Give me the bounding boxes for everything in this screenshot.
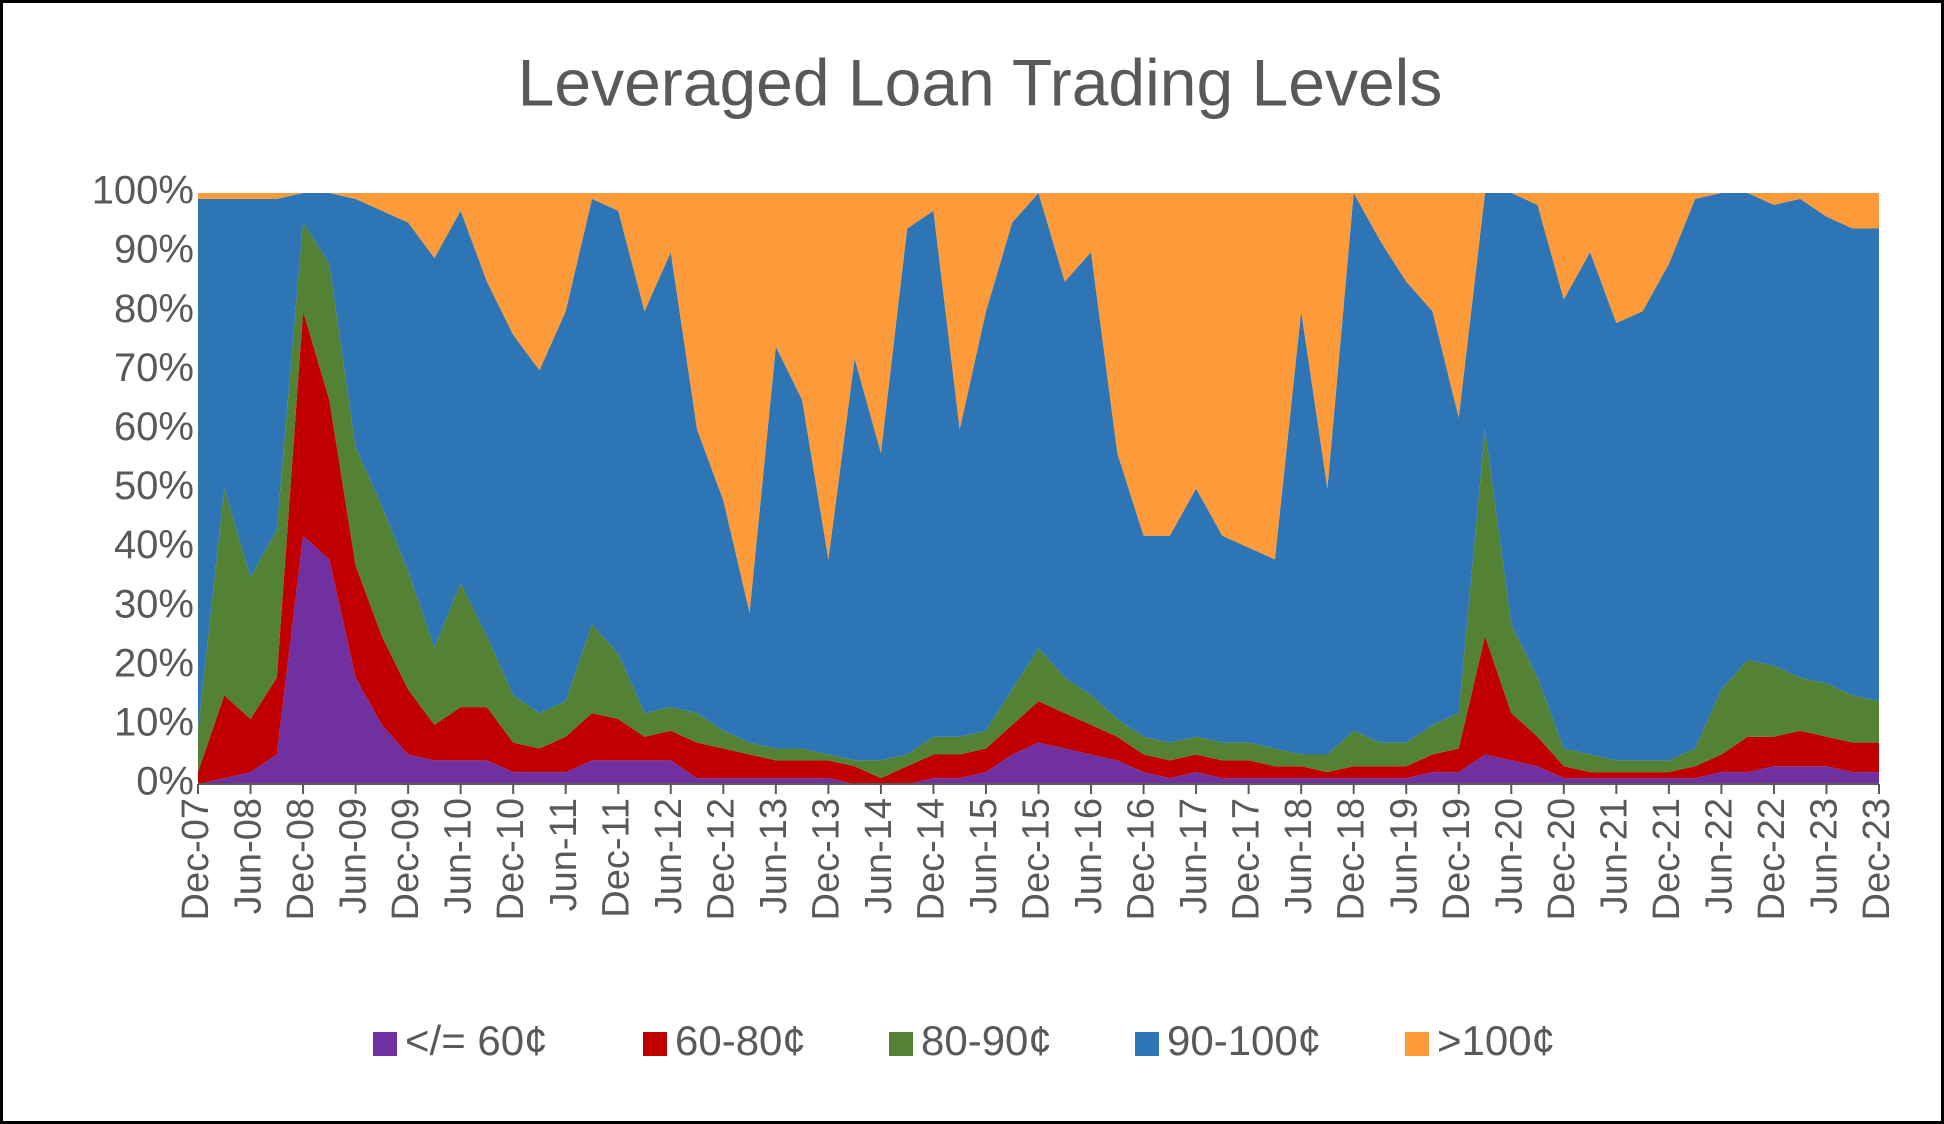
x-tick-label: Dec-14 (910, 798, 952, 921)
x-tick-label: Dec-18 (1331, 798, 1373, 921)
legend-swatch (1135, 1032, 1159, 1056)
x-tick-label: Jun-08 (228, 798, 270, 914)
area (198, 222, 1879, 779)
x-tick-label: Jun-11 (543, 798, 585, 911)
y-tick-label: 80% (114, 287, 194, 331)
y-tick-label: 10% (114, 700, 194, 744)
x-tick-label: Jun-14 (858, 798, 900, 914)
legend-label: 60-80¢ (675, 1017, 806, 1064)
x-tick-label: Dec-09 (385, 798, 427, 921)
x-tick-label: Jun-13 (753, 798, 795, 914)
y-tick-label: 30% (114, 582, 194, 626)
y-tick-label: 100% (92, 169, 194, 213)
y-tick-label: 70% (114, 346, 194, 390)
x-tick-label: Jun-09 (333, 798, 375, 914)
x-tick-label: Dec-21 (1646, 798, 1688, 921)
area (198, 535, 1879, 784)
x-tick-label: Jun-16 (1068, 798, 1110, 914)
area (198, 193, 1879, 613)
x-tick-label: Dec-20 (1541, 798, 1583, 921)
legend: </= 60¢ 60-80¢ 80-90¢ 90-100¢ >100¢ (373, 1017, 1555, 1064)
x-tick-label: Dec-19 (1436, 798, 1478, 921)
y-tick-label: 0% (136, 760, 194, 804)
y-tick-label: 90% (114, 228, 194, 272)
legend-swatch (643, 1032, 667, 1056)
x-tick-label: Jun-23 (1804, 798, 1846, 914)
x-tick-label: Jun-10 (438, 798, 480, 914)
x-tick-label: Dec-11 (595, 798, 637, 918)
x-tick-label: Dec-13 (805, 798, 847, 921)
x-tick-label: Dec-12 (700, 798, 742, 921)
x-tick-label: Jun-21 (1593, 798, 1635, 914)
y-tick-label: 20% (114, 641, 194, 685)
legend-swatch (373, 1032, 397, 1056)
x-tick-label: Dec-16 (1121, 798, 1163, 921)
x-tick-label: Jun-18 (1278, 798, 1320, 914)
chart-title: Leveraged Loan Trading Levels (518, 45, 1443, 119)
x-tick-label: Jun-15 (963, 798, 1005, 914)
x-tick-label: Jun-20 (1488, 798, 1530, 914)
legend-swatch (889, 1032, 913, 1056)
x-tick-label: Jun-19 (1383, 798, 1425, 914)
x-tick-label: Jun-12 (648, 798, 690, 914)
x-tick-label: Dec-15 (1016, 798, 1058, 921)
y-tick-label: 40% (114, 523, 194, 567)
x-tick-label: Dec-17 (1226, 798, 1268, 921)
legend-label: </= 60¢ (405, 1017, 547, 1064)
x-tick-label: Jun-17 (1173, 798, 1215, 914)
y-tick-label: 60% (114, 405, 194, 449)
legend-swatch (1405, 1032, 1429, 1056)
x-tick-label: Dec-08 (280, 798, 322, 921)
legend-label: >100¢ (1437, 1017, 1555, 1064)
x-tick-label: Dec-07 (175, 798, 217, 921)
legend-label: 80-90¢ (921, 1017, 1052, 1064)
x-tick-label: Dec-22 (1751, 798, 1793, 921)
x-tick-label: Dec-23 (1856, 798, 1898, 921)
y-tick-label: 50% (114, 464, 194, 508)
x-tick-label: Dec-10 (490, 798, 532, 921)
x-tick-label: Jun-22 (1698, 798, 1740, 914)
legend-label: 90-100¢ (1167, 1017, 1321, 1064)
area (198, 193, 1879, 761)
